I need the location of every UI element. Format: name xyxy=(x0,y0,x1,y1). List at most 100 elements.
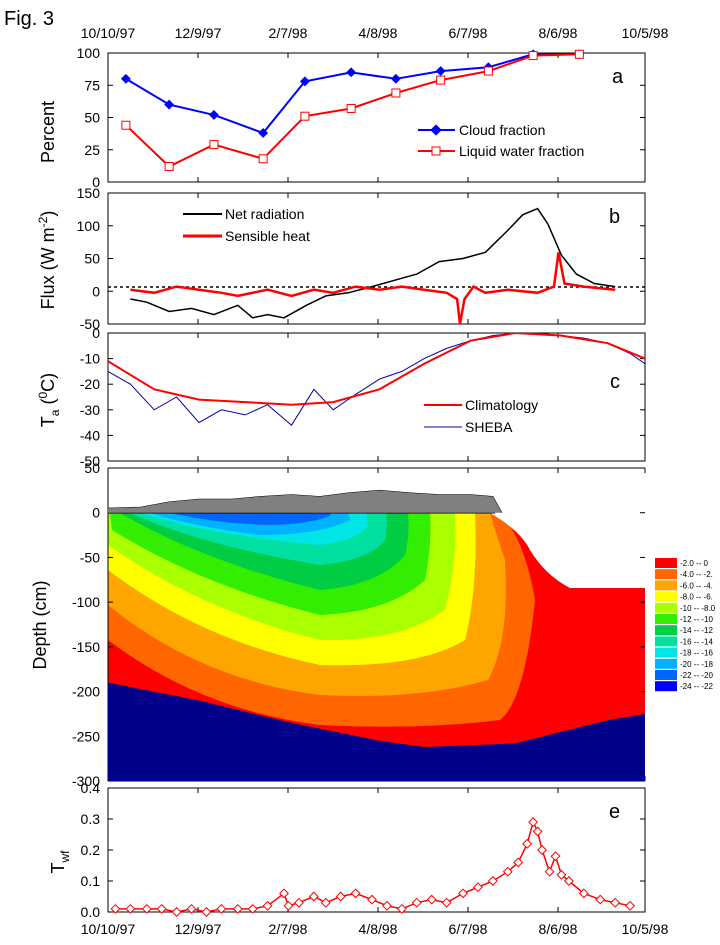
legend-d-label: -4.0 -- -2. xyxy=(680,570,713,579)
legend-d-swatch xyxy=(655,602,677,613)
x-tick-label-bottom: 2/7/98 xyxy=(269,921,308,937)
x-tick-label-top: 10/10/97 xyxy=(81,25,136,41)
legend-d-label: -2.0 -- 0 xyxy=(680,559,709,568)
twf-point xyxy=(625,900,636,911)
series-line-climatology xyxy=(108,333,645,406)
twf-point xyxy=(556,869,567,880)
data-marks xyxy=(108,49,645,917)
cloud-fraction-point xyxy=(346,67,357,78)
liquid-water-point xyxy=(346,103,356,113)
twf-point xyxy=(125,903,136,914)
twf-point xyxy=(563,876,574,886)
legend-b-sensible: Sensible heat xyxy=(225,228,310,244)
twf-point xyxy=(426,894,437,905)
twf-point xyxy=(320,897,331,908)
legend-d-label: -24 -- -22 xyxy=(680,682,713,691)
legend-d-swatch xyxy=(655,580,677,591)
y-tick-label: -50 xyxy=(80,453,100,469)
y-tick-label: 0.1 xyxy=(81,873,101,889)
y-tick-label: 150 xyxy=(77,185,101,201)
twf-point xyxy=(472,882,483,893)
panel-e-ylabel: Twf xyxy=(48,850,72,874)
x-tick-label-top: 2/7/98 xyxy=(269,25,308,41)
x-tick-label-bottom: 10/5/98 xyxy=(622,921,669,937)
legend-d-label: -14 -- -12 xyxy=(680,626,713,635)
twf-point xyxy=(441,897,452,908)
panel-a-ylabel: Percent xyxy=(38,101,58,163)
y-tick-label: -200 xyxy=(72,684,100,700)
legend-d-label: -6.0 -- -4. xyxy=(680,581,713,590)
x-tick-label-bottom: 4/8/98 xyxy=(359,921,398,937)
legend-d-swatch xyxy=(655,681,677,692)
liquid-water-point xyxy=(436,75,446,85)
twf-point xyxy=(156,903,167,914)
y-tick-label: 25 xyxy=(84,142,100,158)
cloud-fraction-point xyxy=(258,128,269,138)
twf-point xyxy=(186,903,197,914)
panel-c-ylabel: Ta (0C) xyxy=(36,373,62,427)
y-tick-label: 50 xyxy=(84,110,100,126)
x-tick-label-bottom: 10/10/97 xyxy=(81,921,136,937)
twf-point xyxy=(367,894,377,905)
y-tick-label: 50 xyxy=(84,460,100,476)
legend-d-swatch xyxy=(655,658,677,669)
y-tick-label: -250 xyxy=(72,728,100,744)
twf-point xyxy=(513,857,524,868)
y-tick-label: -30 xyxy=(80,402,100,418)
liquid-water-point xyxy=(483,66,493,76)
legend-d-swatch xyxy=(655,636,677,647)
panel-b-ylabel: Flux (W m-2) xyxy=(36,211,58,310)
twf-point xyxy=(247,903,258,914)
twf-point xyxy=(141,903,152,914)
twf-point xyxy=(283,900,294,911)
snow-layer xyxy=(108,490,502,513)
y-tick-label: 50 xyxy=(84,251,100,267)
panel-e-frame xyxy=(107,787,646,913)
legend-c-sheba: SHEBA xyxy=(465,419,513,435)
twf-point xyxy=(550,851,561,862)
y-tick-label: 0 xyxy=(92,283,100,299)
legend-d-label: -12 -- -10 xyxy=(680,615,713,624)
y-tick-label: 0.4 xyxy=(81,780,101,796)
ice-base-layer xyxy=(108,682,645,781)
tick-labels: 10/10/97 12/9/97 2/7/98 4/8/98 6/7/98 8/6/98 1… xyxy=(72,25,669,937)
y-tick-label: -10 xyxy=(80,351,100,367)
y-tick-label: 0 xyxy=(92,174,100,190)
cloud-fraction-point xyxy=(435,66,446,77)
legend-b: Net radiation Sensible heat xyxy=(183,206,310,244)
twf-point xyxy=(308,891,319,902)
y-tick-label: -40 xyxy=(80,427,100,443)
legend-d-swatch xyxy=(655,591,677,602)
twf-point xyxy=(262,900,273,911)
x-tick-label-bottom: 12/9/97 xyxy=(175,921,222,937)
y-tick-label: 0.0 xyxy=(81,904,101,920)
legend-d-swatch xyxy=(655,614,677,624)
panel-a-frame xyxy=(107,52,646,183)
legend-d-swatch xyxy=(655,625,677,636)
legend-d-label: -22 -- -20 xyxy=(680,671,713,680)
twf-point xyxy=(110,903,121,914)
legend-d-swatch xyxy=(655,670,677,680)
legend-c-clim: Climatology xyxy=(465,397,538,413)
twf-point xyxy=(458,888,468,899)
liquid-water-point xyxy=(258,154,268,164)
legend-d: -2.0 -- 0 -4.0 -- -2. -6.0 -- -4. -8.0 -- -… xyxy=(655,558,716,692)
panel-a-letter: a xyxy=(612,66,624,88)
legend-d-label: -18 -- -16 xyxy=(680,649,713,658)
x-tick-label-top: 10/5/98 xyxy=(622,25,669,41)
legend-d-label: -10 -- -8.0 xyxy=(680,604,716,613)
twf-point xyxy=(411,897,422,908)
cloud-fraction-point xyxy=(390,73,401,84)
cloud-fraction-point xyxy=(164,99,175,110)
panel-b-letter: b xyxy=(609,206,620,228)
twf-point xyxy=(396,903,407,914)
twf-point xyxy=(544,866,555,877)
y-tick-label: 100 xyxy=(77,218,101,234)
twf-point xyxy=(350,888,361,899)
twf-point xyxy=(293,897,304,908)
twf-point xyxy=(522,838,533,849)
y-tick-label: -20 xyxy=(80,376,100,392)
liquid-water-point xyxy=(574,49,584,59)
twf-point xyxy=(528,817,539,828)
